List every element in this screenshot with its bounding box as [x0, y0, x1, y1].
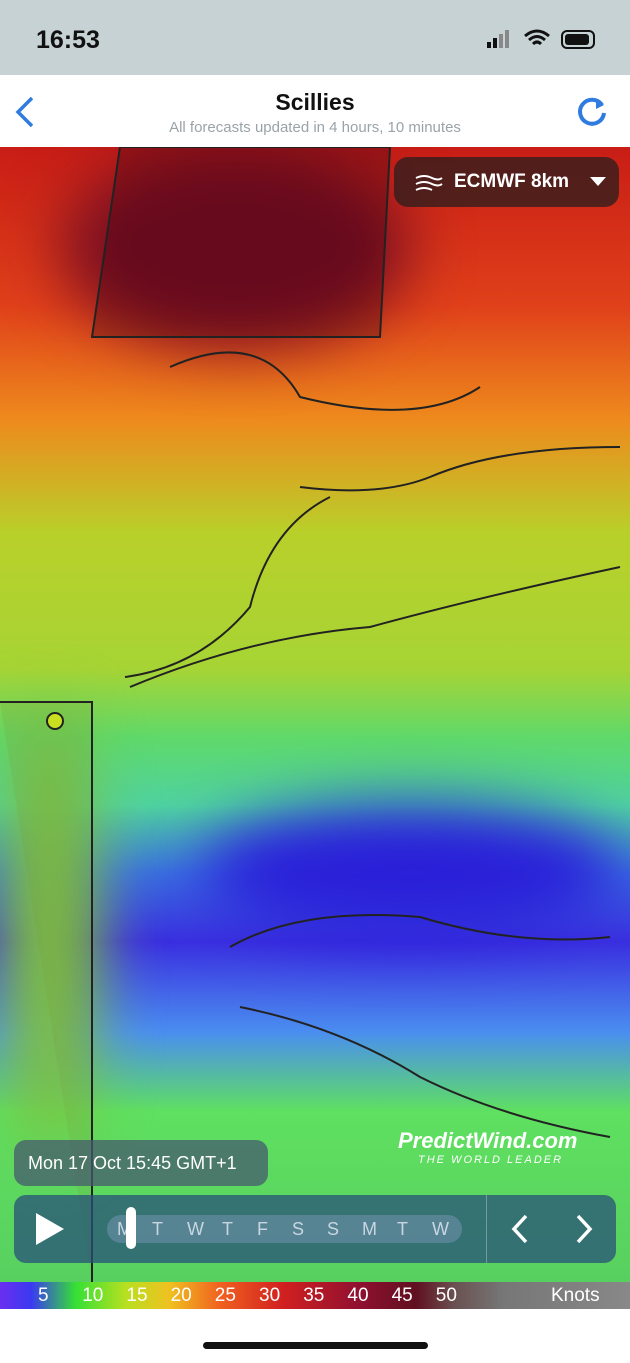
legend-value: 45 [391, 1285, 413, 1306]
next-button[interactable] [574, 1213, 594, 1245]
back-button[interactable] [12, 95, 38, 129]
day-label: F [257, 1219, 268, 1239]
wind-map[interactable] [0, 147, 630, 1282]
timeline-handle[interactable] [126, 1207, 136, 1249]
day-label: W [187, 1219, 204, 1239]
model-selector[interactable]: ECMWF 8km [394, 157, 619, 207]
day-label: S [292, 1219, 305, 1239]
legend-value: 10 [82, 1285, 104, 1306]
legend-unit: Knots [551, 1285, 600, 1306]
status-icons [487, 29, 595, 49]
refresh-button[interactable] [576, 95, 608, 127]
logo-name: PredictWind.com [398, 1128, 578, 1153]
status-bar: 16:53 [0, 0, 630, 75]
legend-value: 40 [347, 1285, 369, 1306]
day-label: T [397, 1219, 408, 1239]
nav-header: Scillies All forecasts updated in 4 hour… [0, 75, 630, 147]
prev-button[interactable] [510, 1213, 530, 1245]
divider [486, 1195, 487, 1263]
coastlines [0, 147, 621, 1282]
color-legend: Knots 5 10 15 20 25 30 35 40 45 50 [0, 1282, 630, 1309]
day-label: T [152, 1219, 163, 1239]
title: Scillies [275, 89, 355, 115]
map-shade [60, 147, 410, 347]
logo-tagline: THE WORLD LEADER [418, 1154, 564, 1166]
day-label: W [432, 1219, 449, 1239]
dropdown-arrow [590, 177, 606, 186]
subtitle: All forecasts updated in 4 hours, 10 min… [169, 119, 461, 136]
legend-value: 50 [435, 1285, 457, 1306]
home-indicator [203, 1342, 428, 1349]
legend-value: 15 [126, 1285, 148, 1306]
legend-value: 20 [170, 1285, 192, 1306]
legend-value: 30 [259, 1285, 281, 1306]
day-label: M [362, 1219, 377, 1239]
clock: 16:53 [36, 26, 100, 54]
map-shade [0, 707, 100, 1157]
timestamp: Mon 17 Oct 15:45 GMT+1 [14, 1140, 268, 1186]
legend-value: 25 [214, 1285, 236, 1306]
legend-value: 35 [303, 1285, 325, 1306]
model-label: ECMWF 8km [454, 171, 570, 192]
day-label: T [222, 1219, 233, 1239]
day-label: S [327, 1219, 340, 1239]
wind-icon [415, 175, 443, 191]
legend-value: 5 [38, 1285, 49, 1306]
play-button[interactable] [32, 1211, 68, 1247]
